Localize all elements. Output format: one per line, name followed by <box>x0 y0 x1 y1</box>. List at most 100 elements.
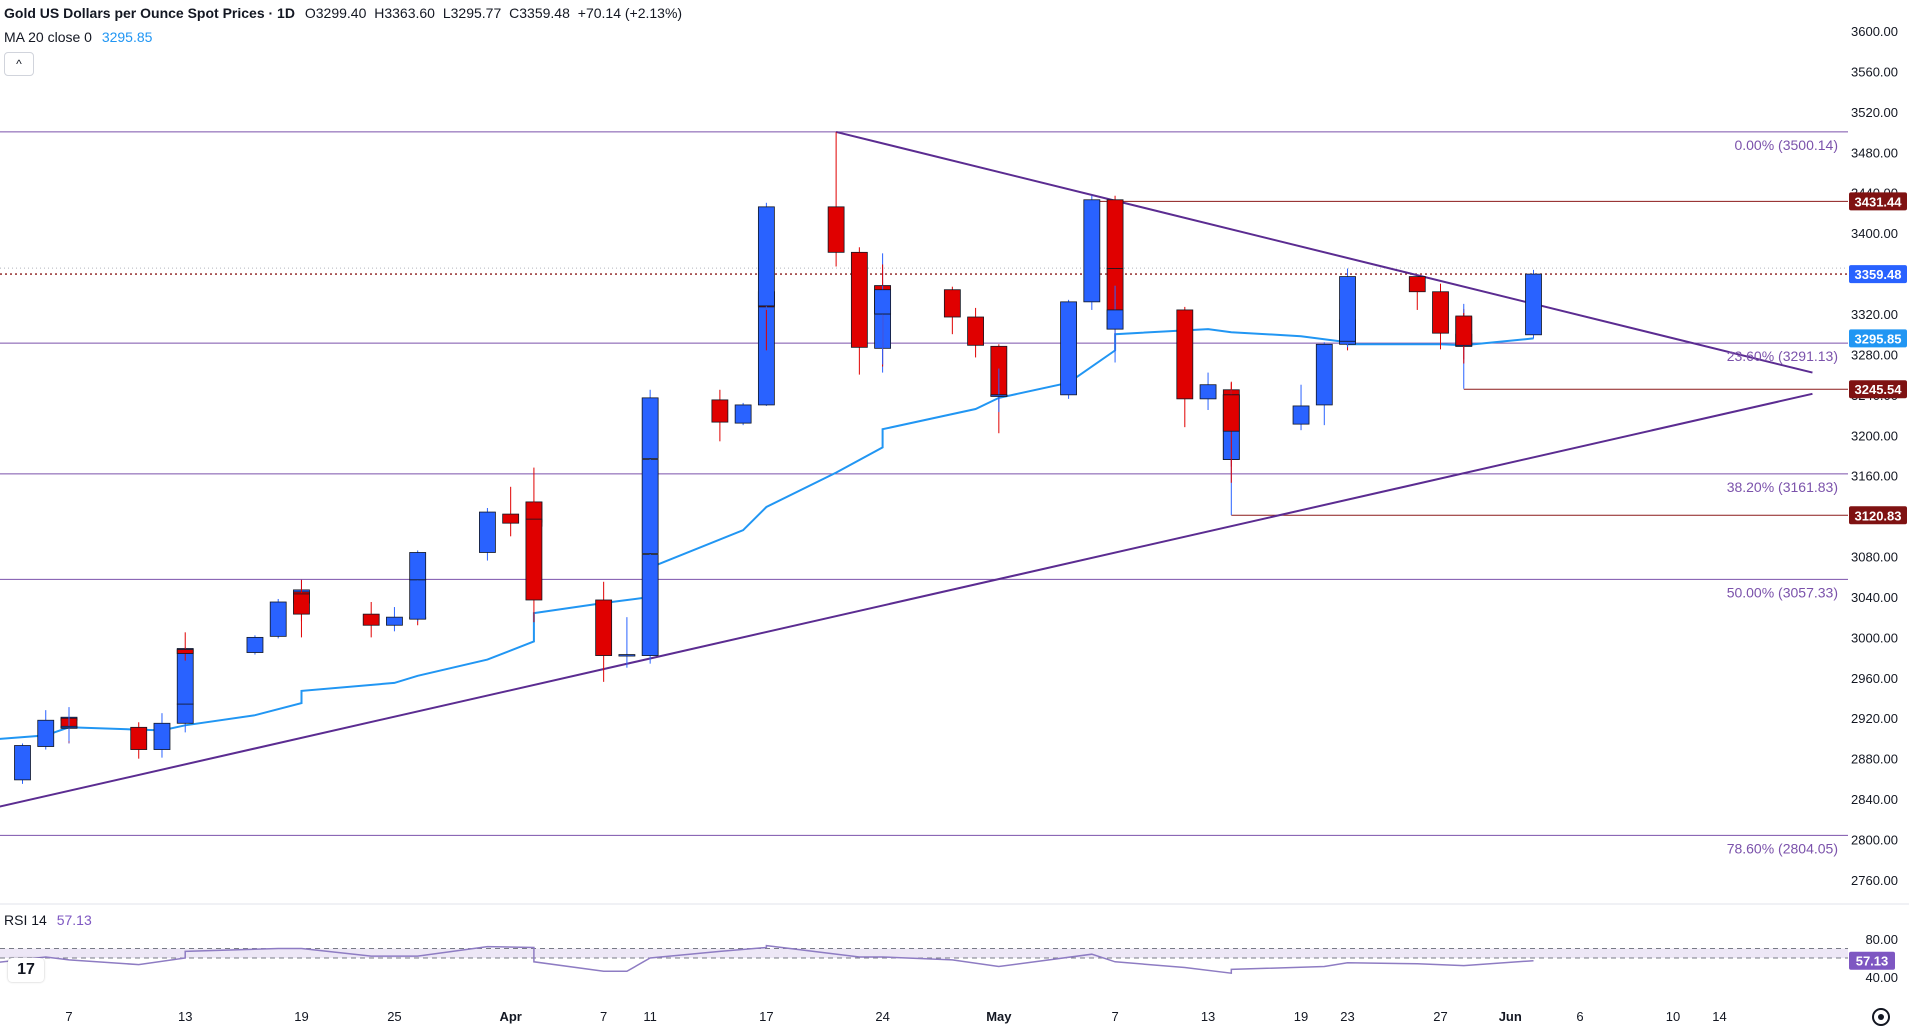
candle-up <box>874 285 892 365</box>
ma-label: MA 20 close 0 <box>4 29 92 45</box>
y-tick-label: 3080.00 <box>1851 550 1898 565</box>
candle-up <box>1060 299 1077 399</box>
candle-body <box>409 579 427 620</box>
candle-down <box>130 722 148 759</box>
x-tick-label: Jun <box>1499 1009 1522 1024</box>
rsi-tag-label: 57.13 <box>1856 954 1889 969</box>
candle-body <box>1199 384 1217 400</box>
x-tick-label: 19 <box>294 1009 308 1024</box>
logo-text: 17 <box>17 961 35 978</box>
high-value: H3363.60 <box>374 5 435 21</box>
y-tick-label: 3560.00 <box>1851 64 1898 79</box>
price-tag-label: 3359.48 <box>1855 267 1902 282</box>
open-value: O3299.40 <box>304 5 367 21</box>
candle-body <box>618 654 636 657</box>
y-tick-label: 3200.00 <box>1851 428 1898 443</box>
rsi-y-tick-label: 40.00 <box>1865 970 1898 985</box>
price-tag: 3359.48 <box>1849 265 1907 284</box>
candle-up <box>990 368 1008 413</box>
price-tag-label: 3120.83 <box>1855 508 1902 523</box>
candle-up <box>386 607 403 632</box>
candle-up <box>14 743 31 784</box>
chart-title: Gold US Dollars per Ounce Spot Prices · … <box>4 5 295 21</box>
candle-body <box>967 316 984 346</box>
x-tick-label: 14 <box>1712 1009 1726 1024</box>
y-tick-label: 2760.00 <box>1851 873 1898 888</box>
x-tick-label: 10 <box>1666 1009 1680 1024</box>
candle-body <box>1222 394 1240 432</box>
candle-body <box>595 599 613 656</box>
x-tick-label: 27 <box>1433 1009 1447 1024</box>
candle-down <box>827 132 845 267</box>
y-tick-label: 3600.00 <box>1851 24 1898 39</box>
candle-up <box>246 635 264 655</box>
collapse-legend-button[interactable]: ^ <box>4 52 34 76</box>
y-tick-label: 2840.00 <box>1851 792 1898 807</box>
candle-body <box>153 722 171 750</box>
candle-down <box>711 389 729 442</box>
candle-body <box>1060 301 1077 396</box>
price-tag-label: 3431.44 <box>1855 194 1903 209</box>
candle-body <box>479 511 496 553</box>
candle-body <box>14 745 31 781</box>
price-tag-bg <box>1849 506 1907 525</box>
price-tag-label: 3245.54 <box>1855 382 1903 397</box>
candle-up <box>1315 342 1333 426</box>
candle-down <box>1176 306 1194 428</box>
price-tag-bg <box>1849 192 1907 211</box>
x-tick-label: 24 <box>875 1009 889 1024</box>
candle-up <box>60 707 78 742</box>
candle-body <box>757 206 775 307</box>
candle-body <box>641 459 659 554</box>
candle-body <box>1525 273 1542 336</box>
candle-body <box>362 613 380 626</box>
settings-gear-icon[interactable] <box>1872 1008 1890 1026</box>
candle-up <box>1199 372 1217 410</box>
price-tag-label: 3295.85 <box>1855 331 1902 346</box>
ohlc-values: O3299.40 H3363.60 L3295.77 C3359.48 +70.… <box>305 5 686 21</box>
ma-legend[interactable]: MA 20 close 0 3295.85 <box>4 29 152 45</box>
low-value: L3295.77 <box>442 5 502 21</box>
candle-down <box>943 286 961 335</box>
y-tick-label: 2880.00 <box>1851 752 1898 767</box>
candle-down <box>502 486 520 537</box>
candle-body <box>641 554 659 656</box>
tradingview-logo-icon[interactable]: 17 <box>8 958 44 982</box>
ma20-line <box>0 328 1534 740</box>
candle-down <box>362 602 380 638</box>
candle-body <box>711 399 729 423</box>
price-tag: 3295.85 <box>1849 329 1907 348</box>
candle-up <box>1339 268 1356 348</box>
candle-body <box>1176 309 1194 400</box>
candle-body <box>1455 315 1473 346</box>
candle-up <box>409 550 427 585</box>
y-tick-label: 3000.00 <box>1851 630 1898 645</box>
price-tag: 3431.44 <box>1849 192 1907 211</box>
candle-body <box>874 289 892 315</box>
candle-up <box>757 202 775 310</box>
candle-up <box>37 710 55 750</box>
fib-level-label: 50.00% (3057.33) <box>1727 584 1838 600</box>
rsi-value: 57.13 <box>56 912 92 928</box>
rsi-legend[interactable]: RSI 14 57.13 <box>4 912 92 928</box>
candle-body <box>293 593 310 615</box>
candle-down <box>1432 283 1449 350</box>
candle-body <box>1432 291 1449 334</box>
candle-body <box>502 513 520 524</box>
y-tick-label: 2920.00 <box>1851 711 1898 726</box>
candle-up <box>1292 384 1310 431</box>
candle-body <box>386 616 403 626</box>
y-tick-label: 3280.00 <box>1851 347 1898 362</box>
candle-body <box>1339 276 1356 342</box>
x-tick-label: 13 <box>1201 1009 1215 1024</box>
fib-level-label: 78.60% (2804.05) <box>1727 840 1838 856</box>
x-tick-label: 13 <box>178 1009 192 1024</box>
candle-down <box>1455 312 1473 364</box>
fib-level-label: 23.60% (3291.13) <box>1727 348 1838 364</box>
candle-down <box>595 581 613 682</box>
close-value: C3359.48 <box>509 5 570 21</box>
candle-down <box>525 500 543 623</box>
x-tick-label: 7 <box>600 1009 607 1024</box>
candle-body <box>990 394 1008 397</box>
